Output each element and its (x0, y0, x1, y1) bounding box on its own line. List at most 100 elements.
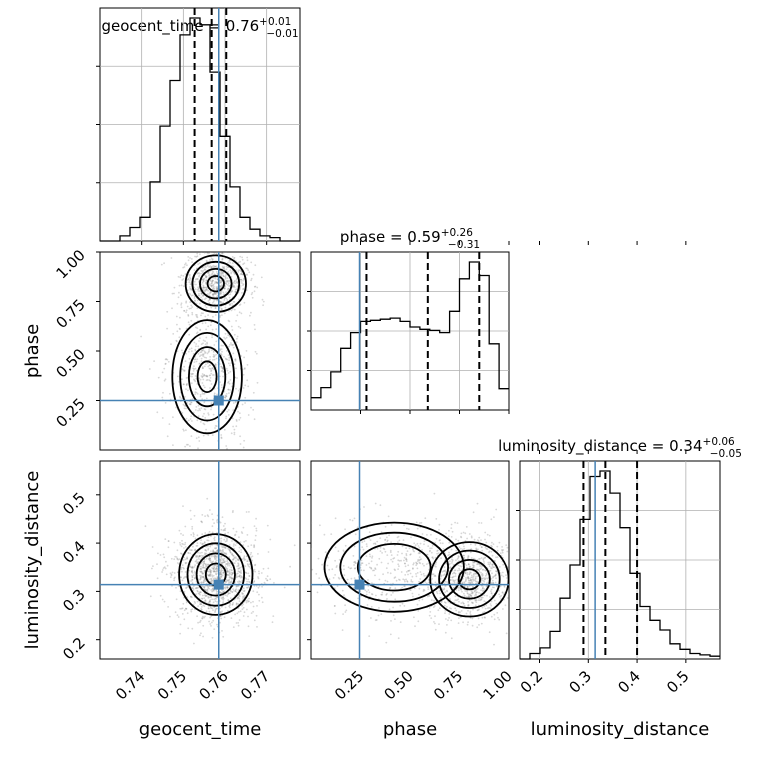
scatter-point (449, 579, 452, 581)
scatter-point (221, 589, 223, 592)
scatter-point (425, 563, 428, 565)
scatter-point (488, 565, 491, 568)
scatter-point (363, 540, 366, 542)
scatter-point (457, 611, 460, 614)
scatter-point (222, 596, 224, 599)
scatter-point (398, 578, 400, 581)
scatter-point (219, 560, 222, 562)
scatter-point (240, 278, 243, 281)
scatter-point (482, 557, 485, 560)
scatter-point (470, 536, 473, 539)
scatter-point (204, 615, 206, 618)
scatter-point (194, 348, 197, 351)
scatter-point (205, 374, 208, 377)
scatter-point (245, 571, 247, 574)
scatter-point (243, 367, 246, 370)
scatter-point (468, 579, 470, 582)
scatter-point (222, 267, 225, 269)
scatter-point (210, 349, 213, 352)
scatter-point (229, 261, 232, 264)
scatter-point (238, 575, 241, 578)
scatter-point (199, 570, 202, 573)
scatter-point (203, 365, 206, 368)
scatter-point (211, 273, 214, 276)
scatter-point (444, 602, 447, 604)
scatter-point (212, 577, 215, 580)
scatter-point (189, 283, 192, 285)
scatter-point (449, 562, 451, 565)
scatter-point (477, 540, 480, 543)
scatter-point (203, 558, 206, 561)
scatter-point (524, 542, 526, 544)
scatter-point (221, 271, 224, 274)
scatter-point (356, 526, 359, 529)
scatter-point (456, 558, 459, 560)
scatter-point (211, 367, 214, 370)
scatter-point (205, 275, 207, 278)
scatter-point (410, 579, 413, 581)
scatter-point (200, 571, 202, 573)
scatter-point (241, 604, 243, 607)
scatter-point (405, 571, 408, 573)
scatter-point (494, 574, 497, 577)
scatter-point (236, 282, 239, 285)
scatter-point (202, 367, 204, 369)
scatter-point (199, 574, 201, 577)
scatter-point (484, 569, 487, 572)
scatter-point (234, 471, 236, 473)
scatter-point (198, 408, 201, 410)
scatter-point (477, 617, 480, 620)
scatter-point (227, 388, 230, 391)
scatter-point (474, 577, 477, 579)
scatter-point (186, 556, 189, 559)
x-tick-label: 0.50 (380, 667, 416, 703)
y-tick-label: 0.3 (59, 585, 89, 615)
scatter-point (253, 290, 256, 293)
scatter-point (220, 285, 223, 287)
scatter-point (201, 521, 204, 524)
scatter-point (229, 569, 231, 571)
scatter-point (350, 567, 353, 569)
scatter-point (238, 595, 241, 598)
scatter-point (336, 585, 339, 587)
scatter-point (222, 291, 225, 294)
scatter-point (205, 549, 208, 552)
scatter-point (368, 566, 371, 569)
scatter-point (196, 542, 199, 544)
scatter-point (231, 290, 234, 293)
scatter-point (207, 536, 210, 538)
scatter-point (233, 286, 236, 289)
scatter-point (220, 344, 223, 347)
scatter-point (262, 304, 264, 307)
scatter-point (194, 299, 196, 302)
scatter-point (344, 544, 347, 547)
scatter-point (184, 445, 187, 448)
scatter-point (180, 304, 183, 306)
scatter-point (176, 549, 179, 552)
scatter-point (233, 543, 235, 546)
scatter-point (399, 621, 402, 623)
scatter-point (238, 304, 241, 306)
scatter-point (258, 570, 260, 573)
scatter-point (210, 578, 212, 580)
scatter-point (167, 360, 170, 363)
scatter-point (483, 605, 486, 608)
scatter-point (485, 577, 487, 579)
scatter-point (466, 623, 469, 626)
scatter-point (166, 564, 169, 567)
scatter-point (204, 595, 207, 598)
scatter-point (192, 367, 195, 370)
scatter-point (239, 285, 242, 287)
scatter-point (210, 372, 213, 375)
scatter-point (334, 574, 336, 576)
scatter-point (238, 597, 241, 600)
scatter-point (188, 279, 191, 282)
scatter-point (199, 603, 202, 605)
scatter-point (234, 534, 236, 537)
scatter-point (226, 570, 229, 573)
scatter-point (190, 373, 193, 376)
scatter-point (219, 572, 222, 575)
scatter-point (224, 252, 227, 253)
scatter-point (165, 560, 167, 563)
scatter-point (201, 533, 204, 536)
